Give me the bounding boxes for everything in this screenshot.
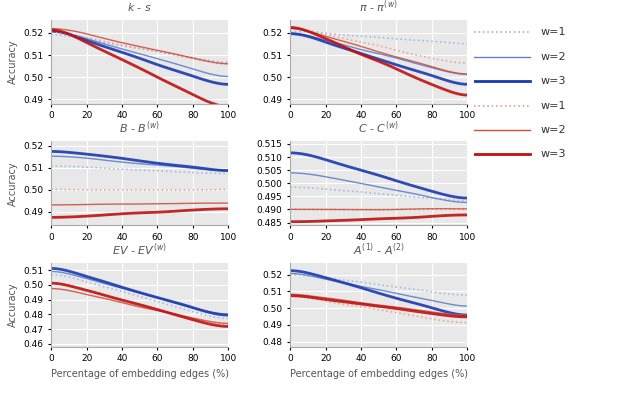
X-axis label: Percentage of embedding edges (%): Percentage of embedding edges (%) (51, 369, 228, 379)
Text: w=1: w=1 (541, 100, 566, 111)
X-axis label: Percentage of embedding edges (%): Percentage of embedding edges (%) (290, 369, 468, 379)
Title: $EV$ - $EV^{(w)}$: $EV$ - $EV^{(w)}$ (112, 242, 167, 258)
Title: $k$ - $s$: $k$ - $s$ (127, 1, 152, 13)
Y-axis label: Accuracy: Accuracy (8, 282, 18, 327)
Title: $B$ - $B^{(w)}$: $B$ - $B^{(w)}$ (119, 120, 160, 136)
Title: $C$ - $C^{(w)}$: $C$ - $C^{(w)}$ (358, 120, 399, 136)
Y-axis label: Accuracy: Accuracy (8, 39, 18, 84)
Title: $A^{(1)}$ - $A^{(2)}$: $A^{(1)}$ - $A^{(2)}$ (353, 242, 404, 258)
Y-axis label: Accuracy: Accuracy (8, 161, 18, 206)
Text: w=2: w=2 (541, 52, 566, 62)
Title: $\pi$ - $\pi^{(w)}$: $\pi$ - $\pi^{(w)}$ (359, 0, 398, 15)
Text: w=3: w=3 (541, 76, 566, 86)
Text: w=2: w=2 (541, 125, 566, 135)
Text: w=1: w=1 (541, 27, 566, 37)
Text: w=3: w=3 (541, 149, 566, 160)
